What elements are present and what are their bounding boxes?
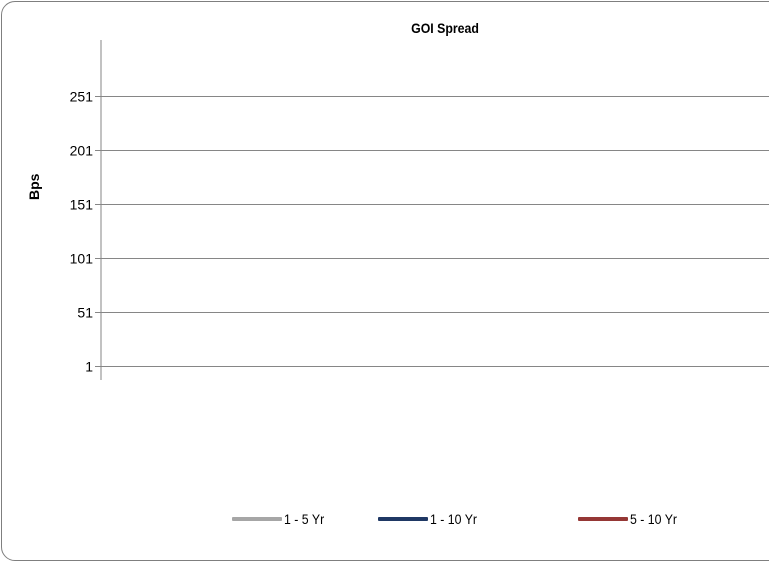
gridlines: [95, 96, 769, 367]
legend-item-1-5-yr: 1 - 5 Yr: [232, 510, 330, 528]
y-tick-label-151: 151: [70, 197, 94, 213]
y-tick-label-101: 101: [70, 251, 94, 267]
legend-label-5-10-yr: 5 - 10 Yr: [630, 511, 678, 527]
chart-title: GOI Spread: [411, 20, 479, 36]
y-tick-label-51: 51: [77, 305, 93, 321]
legend-item-5-10-yr: 5 - 10 Yr: [578, 510, 683, 528]
y-tick-label-201: 201: [70, 143, 94, 159]
y-tick-label-1: 1: [85, 359, 93, 375]
legend-swatch-1-10-yr: [378, 517, 428, 521]
legend-swatch-1-5-yr: [232, 517, 282, 521]
y-tick-label-251: 251: [70, 89, 94, 105]
legend-label-1-10-yr: 1 - 10 Yr: [430, 511, 478, 527]
legend-item-1-10-yr: 1 - 10 Yr: [378, 510, 483, 528]
legend-label-1-5-yr: 1 - 5 Yr: [284, 511, 325, 527]
legend-swatch-5-10-yr: [578, 517, 628, 521]
